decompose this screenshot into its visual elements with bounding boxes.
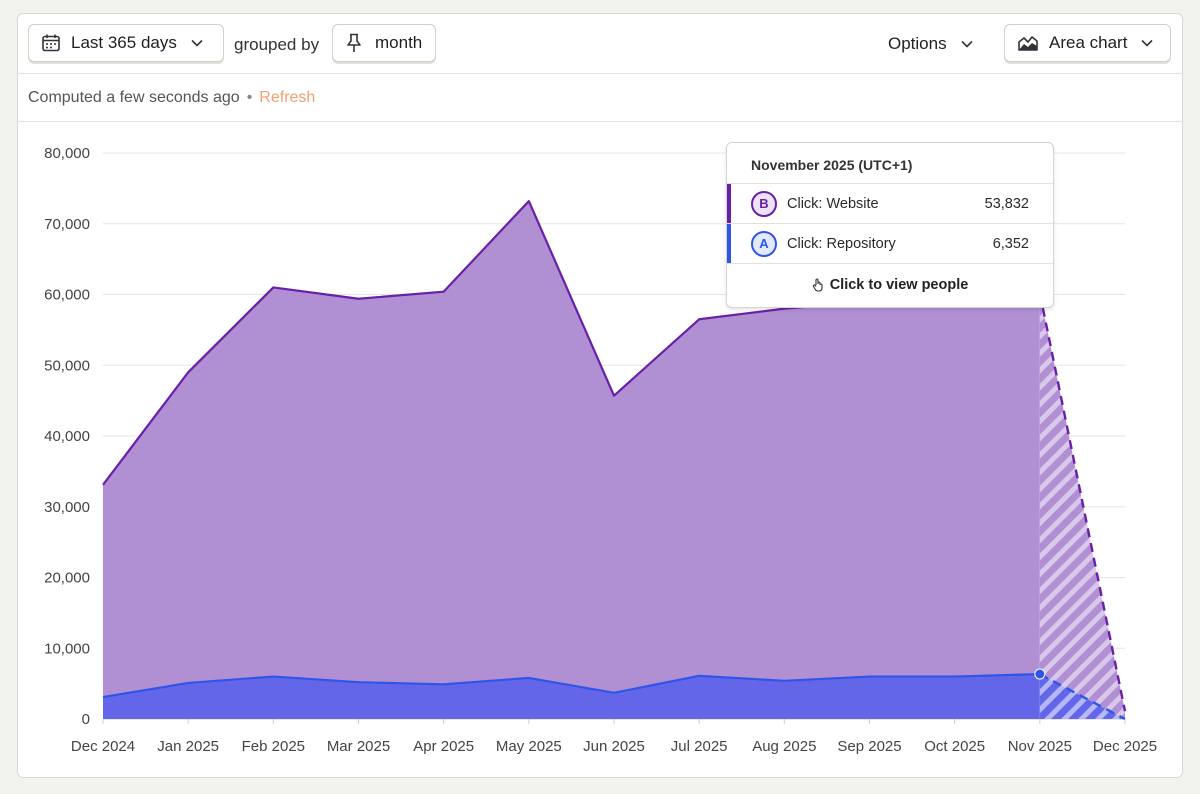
y-tick-label: 60,000: [44, 287, 90, 304]
chevron-down-icon: [1141, 39, 1154, 47]
y-tick-label: 80,000: [44, 145, 90, 162]
y-tick-label: 10,000: [44, 640, 90, 657]
status-bar: Computed a few seconds ago • Refresh: [18, 74, 1182, 122]
chart-type-label: Area chart: [1049, 33, 1128, 52]
x-tick-label: Dec 2024: [71, 738, 135, 755]
x-tick-label: Sep 2025: [837, 738, 901, 755]
x-tick-label: May 2025: [496, 738, 562, 755]
y-tick-label: 70,000: [44, 216, 90, 233]
series-line: [102, 672, 1040, 699]
data-tooltip: November 2025 (UTC+1) B Click: Website 5…: [726, 142, 1054, 308]
x-tick-label: Mar 2025: [327, 738, 390, 755]
pin-icon: [347, 33, 361, 52]
x-tick-label: Nov 2025: [1008, 738, 1072, 755]
tooltip-row-website[interactable]: B Click: Website 53,832: [727, 184, 1053, 224]
y-tick-label: 40,000: [44, 428, 90, 445]
tooltip-title: November 2025 (UTC+1): [727, 143, 1053, 184]
x-tick-label: Apr 2025: [413, 738, 474, 755]
series-name: Click: Website: [787, 195, 879, 212]
x-tick-label: Jul 2025: [671, 738, 728, 755]
grouped-by-label: grouped by: [234, 35, 320, 54]
calendar-icon: [42, 34, 60, 52]
x-tick-label: Jun 2025: [583, 738, 645, 755]
area-chart-icon: [1018, 36, 1038, 51]
x-tick-label: Oct 2025: [924, 738, 985, 755]
toolbar: Last 365 days grouped by month Options A…: [18, 14, 1182, 74]
hover-point[interactable]: [1034, 668, 1046, 680]
series-color-bar: [727, 184, 731, 223]
x-tick-label: Feb 2025: [242, 738, 305, 755]
date-range-label: Last 365 days: [71, 33, 177, 52]
series-name: Click: Repository: [787, 235, 896, 252]
interval-button[interactable]: month: [332, 24, 436, 62]
x-tick-label: Dec 2025: [1093, 738, 1157, 755]
computed-status: Computed a few seconds ago: [28, 88, 240, 106]
series-value: 6,352: [992, 235, 1029, 252]
interval-label: month: [375, 33, 423, 52]
chart-type-button[interactable]: Area chart: [1004, 24, 1171, 62]
y-tick-label: 50,000: [44, 357, 90, 374]
series-area[interactable]: [103, 674, 1040, 719]
series-area[interactable]: [103, 201, 1040, 698]
options-label: Options: [888, 34, 947, 53]
x-tick-label: Jan 2025: [157, 738, 219, 755]
series-line-incomplete: [1039, 672, 1126, 721]
view-people-label: Click to view people: [829, 277, 969, 293]
view-people-link[interactable]: Click to view people: [727, 264, 1053, 306]
series-badge: B: [751, 190, 777, 217]
series-badge: A: [751, 230, 777, 257]
status-separator: •: [246, 88, 253, 106]
pointer-hand-icon: [812, 278, 823, 292]
series-line-incomplete: [1038, 292, 1127, 712]
date-range-button[interactable]: Last 365 days: [28, 24, 224, 62]
refresh-link[interactable]: Refresh: [259, 88, 316, 106]
x-tick-label: Aug 2025: [752, 738, 816, 755]
y-tick-label: 30,000: [44, 499, 90, 516]
area-chart[interactable]: 0 10,000 20,000 30,000 40,000 50,000 60,000 70,…: [18, 14, 1183, 778]
y-tick-label: 20,000: [44, 570, 90, 587]
chevron-down-icon: [191, 39, 203, 47]
insight-card: Last 365 days grouped by month Options A…: [17, 13, 1183, 778]
y-tick-label: 0: [82, 711, 90, 728]
series-value: 53,832: [984, 195, 1029, 212]
chevron-down-icon: [961, 40, 973, 48]
tooltip-row-repository[interactable]: A Click: Repository 6,352: [727, 224, 1053, 264]
options-button[interactable]: Options: [888, 34, 973, 54]
series-color-bar: [727, 224, 731, 263]
